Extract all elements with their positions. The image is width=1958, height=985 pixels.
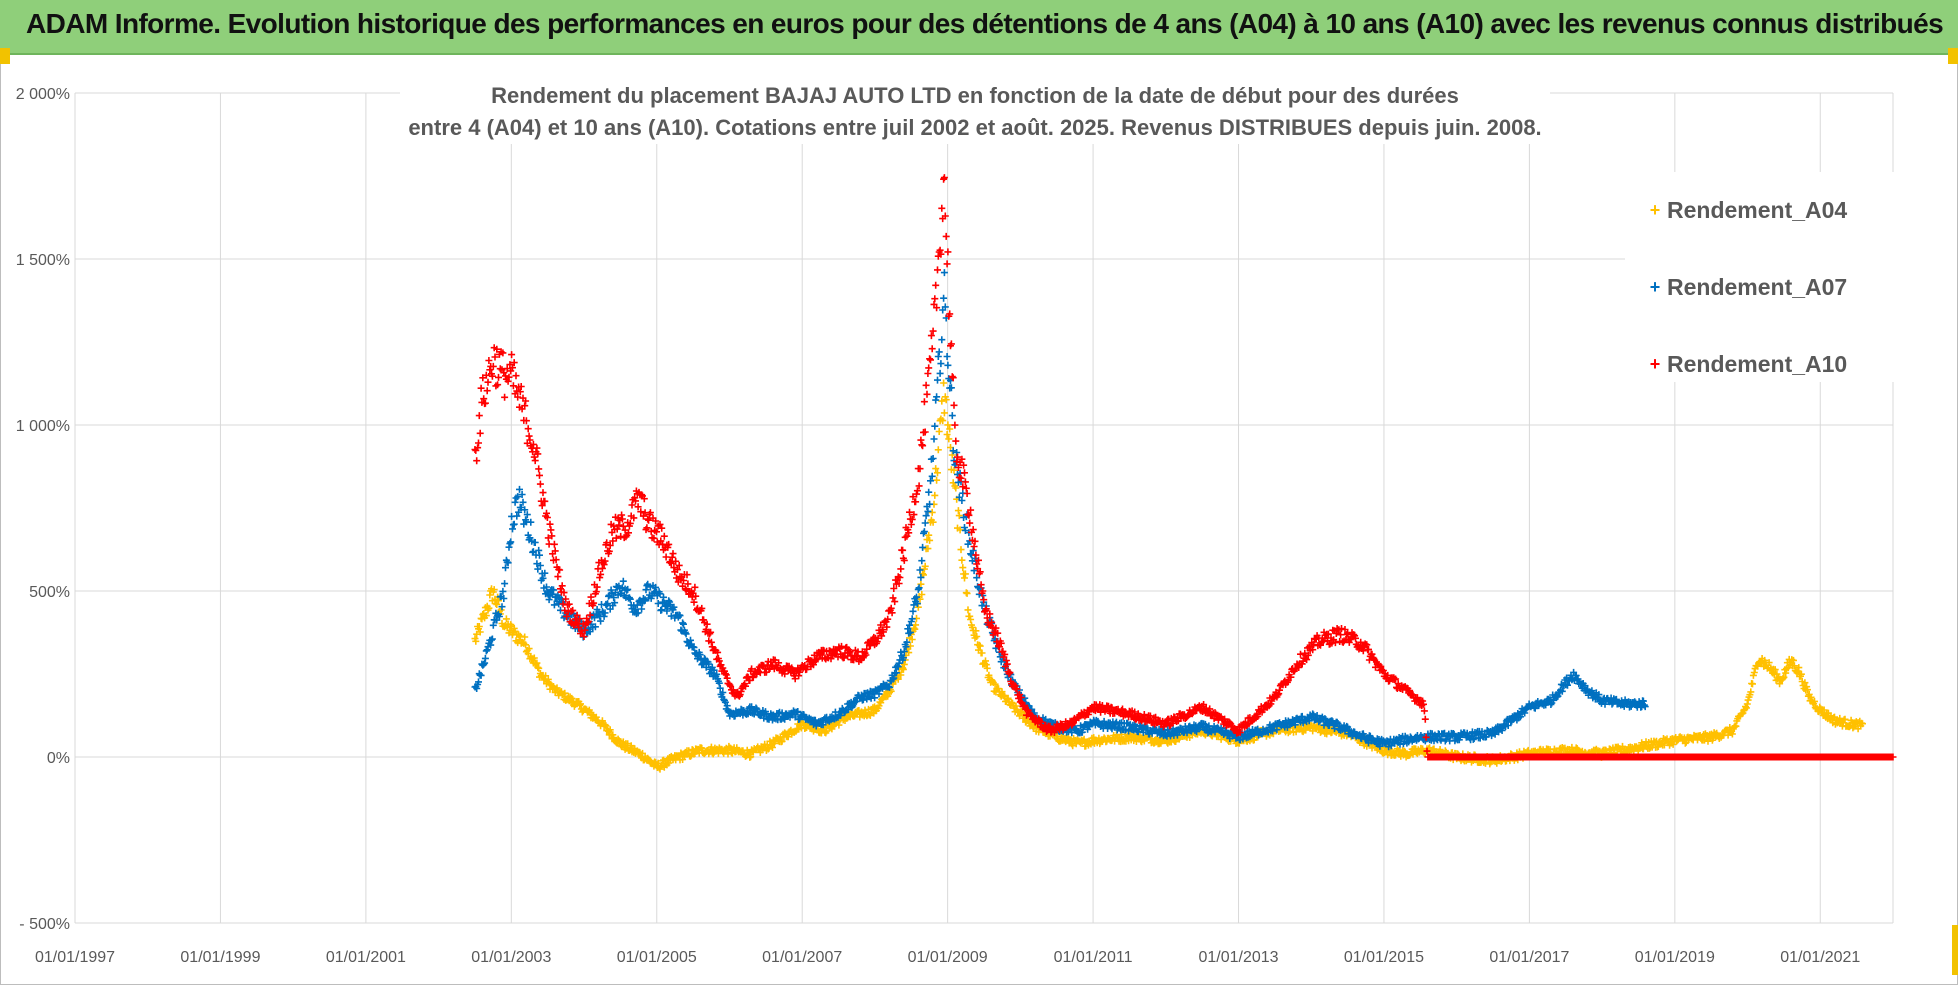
x-tick-label: 01/01/2003: [471, 949, 551, 966]
x-tick-label: 01/01/2021: [1780, 949, 1860, 966]
legend-marker-a10-icon: +: [1649, 353, 1661, 374]
x-axis-ticks: 01/01/1997 01/01/1999 01/01/2001 01/01/2003…: [35, 949, 1860, 966]
legend-label-a10: Rendement_A10: [1667, 350, 1848, 377]
legend-item-a04: + Rendement_A04: [1647, 195, 1848, 225]
legend-item-a10: + Rendement_A10: [1647, 349, 1848, 379]
x-tick-label: 01/01/1999: [180, 949, 260, 966]
legend-marker-a04-icon: +: [1649, 199, 1661, 220]
legend-item-a07: + Rendement_A07: [1647, 272, 1848, 302]
x-tick-label: 01/01/2011: [1054, 949, 1133, 966]
grid-lines: [74, 92, 1894, 924]
chart-title: Rendement du placement BAJAJ AUTO LTD en…: [400, 80, 1550, 144]
legend-label-a07: Rendement_A07: [1667, 273, 1848, 300]
x-tick-label: 01/01/2017: [1489, 949, 1569, 966]
series-markers: [471, 269, 1649, 751]
x-tick-label: 01/01/2001: [326, 949, 406, 966]
y-tick-label: 2 000%: [16, 86, 70, 103]
y-tick-label: - 500%: [19, 916, 70, 933]
chart-title-line-2: entre 4 (A04) et 10 ans (A10). Cotations…: [408, 115, 1542, 140]
banner-title: ADAM Informe. Evolution historique des p…: [26, 8, 1944, 39]
x-tick-label: 01/01/2005: [617, 949, 697, 966]
x-tick-label: 01/01/2019: [1635, 949, 1715, 966]
y-tick-label: 0%: [47, 750, 70, 767]
report-banner: ADAM Informe. Evolution historique des p…: [0, 0, 1958, 55]
series-markers: [471, 174, 1897, 761]
x-tick-label: 01/01/2013: [1198, 949, 1278, 966]
legend: + Rendement_A04 + Rendement_A07 + Rendem…: [1625, 172, 1897, 382]
legend-label-a04: Rendement_A04: [1667, 196, 1848, 223]
y-axis-ticks: - 500% 0% 500% 1 000% 1 500% 2 000%: [16, 86, 70, 933]
x-tick-label: 01/01/2007: [762, 949, 842, 966]
series-rendement-a10: [471, 174, 1897, 761]
corner-mark-right: [1948, 48, 1958, 64]
y-tick-label: 1 500%: [16, 252, 70, 269]
series-rendement-a07: [471, 269, 1649, 751]
y-tick-label: 1 000%: [16, 418, 70, 435]
corner-mark-bottom-right: [1952, 925, 1958, 975]
y-tick-label: 500%: [29, 584, 70, 601]
x-tick-label: 01/01/2009: [908, 949, 988, 966]
x-tick-label: 01/01/1997: [35, 949, 115, 966]
x-tick-label: 01/01/2015: [1344, 949, 1424, 966]
data-series: [471, 174, 1897, 773]
corner-mark-left: [0, 48, 10, 64]
chart-title-line-1: Rendement du placement BAJAJ AUTO LTD en…: [491, 83, 1459, 108]
legend-marker-a07-icon: +: [1649, 276, 1661, 297]
